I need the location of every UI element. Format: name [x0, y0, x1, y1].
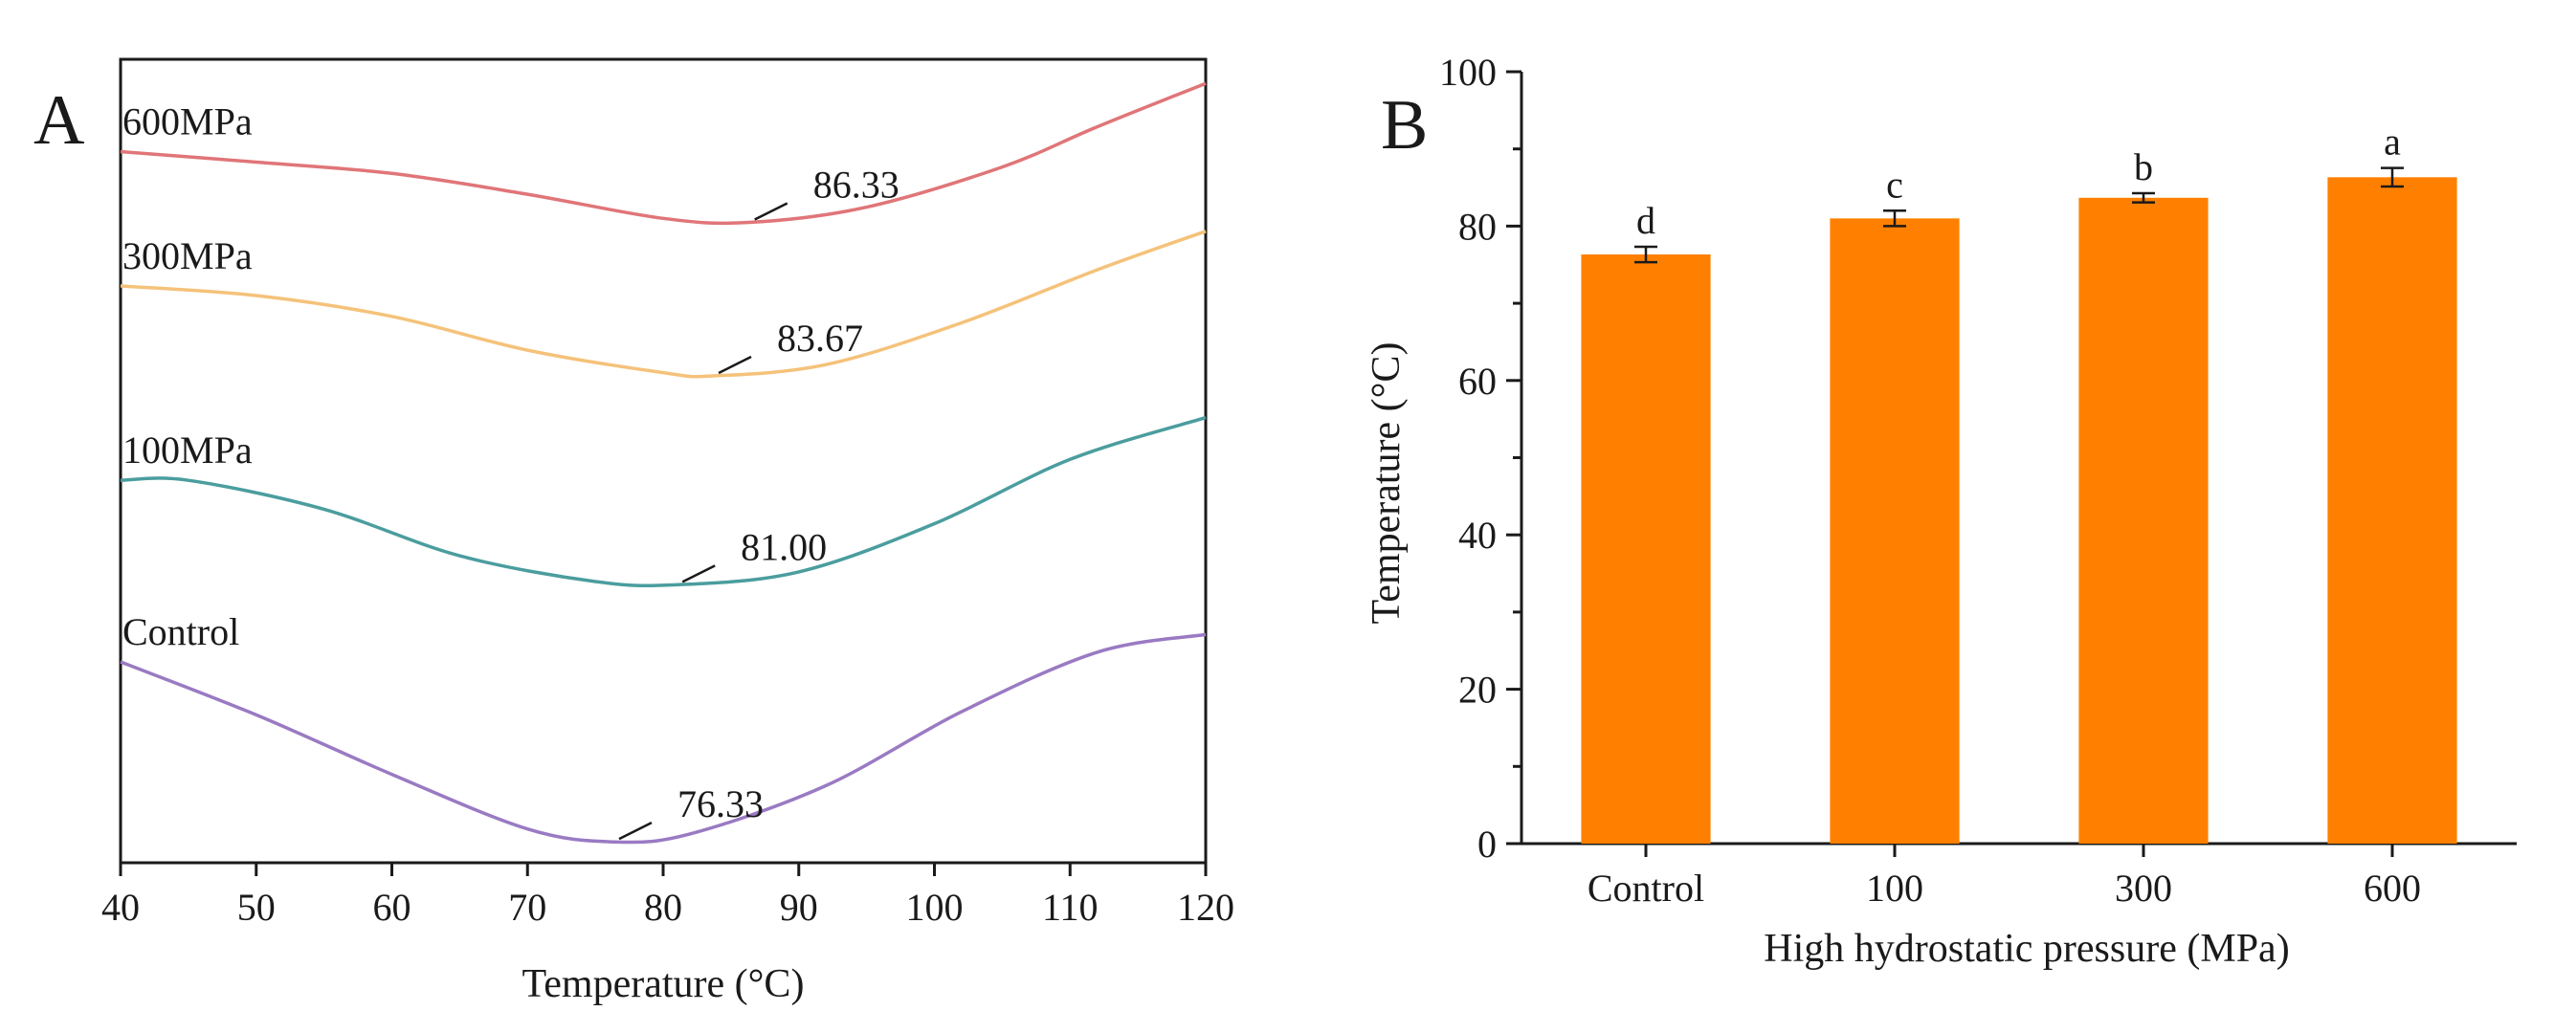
peak-pointer [681, 564, 716, 583]
series-line-100mpa [120, 415, 1207, 588]
x-tick-label: 60 [373, 886, 411, 929]
series-label-100mpa: 100MPa [122, 429, 253, 472]
bar-300 [2078, 197, 2209, 845]
y-tick-label: 20 [1458, 669, 1497, 712]
x-tick-label: 100 [1866, 867, 1923, 910]
y-tick-label: 40 [1458, 514, 1497, 557]
panel-b-label: B [1381, 86, 1428, 165]
significance-letter: b [2134, 145, 2153, 188]
panel-b-x-axis-label: High hydrostatic pressure (MPa) [1764, 927, 2289, 971]
panel-b-bars: d Control c 100 b 300 a 600 [1581, 121, 2457, 910]
series-label-300mpa: 300MPa [122, 234, 253, 277]
x-tick-label: Control [1588, 867, 1704, 910]
y-tick-label: 80 [1458, 205, 1497, 248]
series-label-600mpa: 600MPa [122, 100, 253, 143]
y-tick-label: 0 [1477, 823, 1497, 866]
x-tick-label: 110 [1042, 886, 1099, 929]
series-line-600mpa [120, 81, 1207, 226]
x-tick-label: 80 [644, 886, 682, 929]
x-tick-label: 70 [508, 886, 546, 929]
x-tick-label: 50 [237, 886, 276, 929]
panel-a-x-axis-label: Temperature (°C) [522, 962, 805, 1006]
peak-label: 81.00 [741, 525, 827, 568]
peak-pointer [718, 355, 752, 375]
panel-b-bar-chart: B 0 20 40 60 80 100 d Control c 100 b 300 a 600 Temp… [1365, 51, 2517, 971]
y-tick-label: 60 [1458, 360, 1497, 403]
series-label-control: Control [122, 610, 239, 653]
panel-a-plot-frame [119, 57, 1208, 865]
series-line-300mpa [120, 230, 1207, 379]
bar-control [1581, 254, 1711, 844]
significance-letter: d [1636, 199, 1655, 242]
panel-a-line-chart: A 40 50 60 70 80 90 100 110 120 600MPa 86.33 300MP… [33, 57, 1234, 1006]
y-tick-label: 100 [1439, 51, 1497, 94]
x-tick-label: 100 [906, 886, 964, 929]
x-tick-label: 600 [2364, 867, 2421, 910]
panel-a-x-ticks: 40 50 60 70 80 90 100 110 120 [101, 863, 1234, 929]
panel-b-y-axis-label: Temperature (°C) [1365, 342, 1409, 625]
bar-100 [1830, 218, 1960, 844]
peak-label: 86.33 [813, 164, 899, 207]
peak-pointer [754, 202, 788, 221]
x-tick-label: 90 [780, 886, 818, 929]
significance-letter: a [2384, 121, 2401, 164]
peak-label: 76.33 [677, 782, 764, 825]
significance-letter: c [1886, 163, 1903, 206]
peak-label: 83.67 [777, 317, 863, 360]
x-tick-label: 300 [2115, 867, 2172, 910]
bar-600 [2327, 177, 2457, 844]
panel-a-label: A [33, 81, 84, 160]
panel-a-series: 600MPa 86.33 300MPa 83.67 100MPa 81.00 Control… [120, 81, 1207, 845]
x-tick-label: 120 [1177, 886, 1234, 929]
peak-pointer [618, 822, 653, 841]
panel-b-y-ticks: 0 20 40 60 80 100 [1439, 51, 1521, 866]
x-tick-label: 40 [101, 886, 140, 929]
series-line-control [120, 632, 1207, 845]
